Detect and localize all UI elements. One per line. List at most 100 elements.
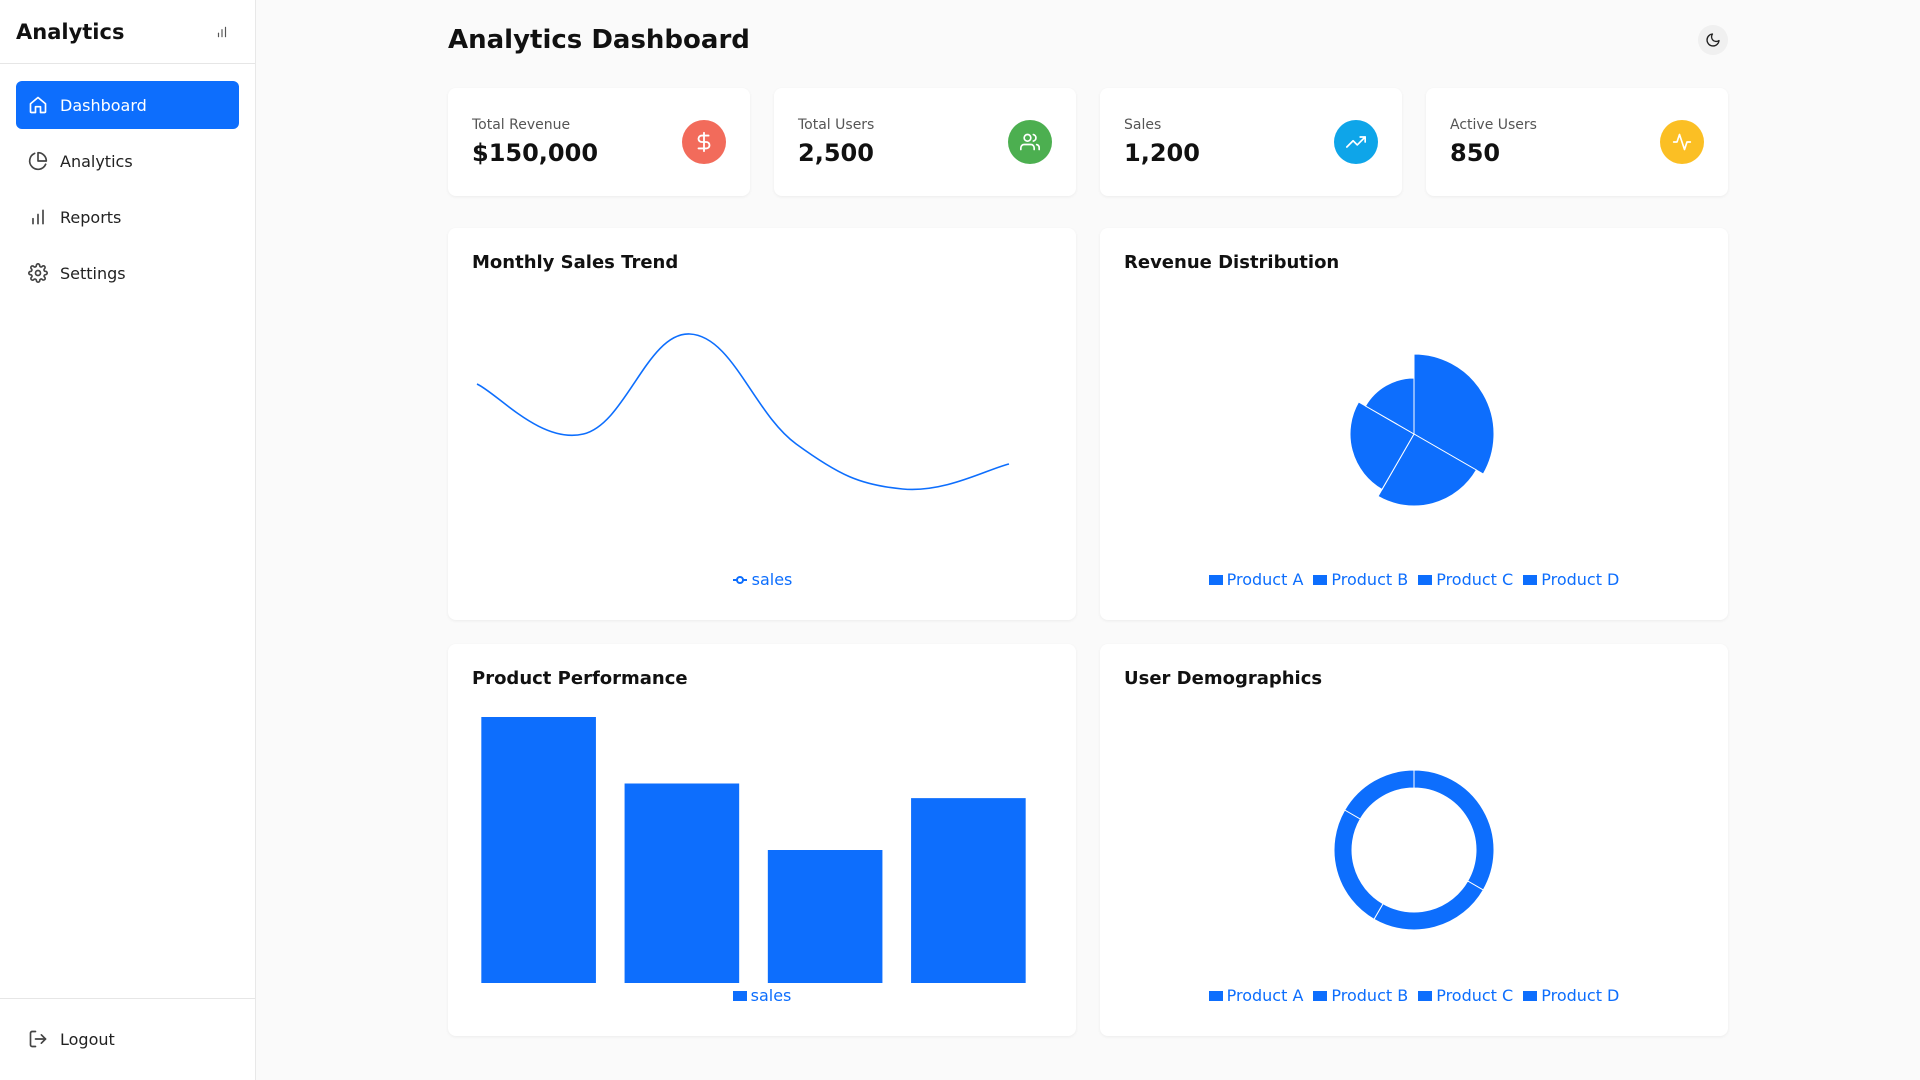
legend-label: Product A (1226, 570, 1304, 589)
stat-value: 1,200 (1124, 139, 1200, 167)
activity-icon (1660, 120, 1704, 164)
legend-label: Product B (1331, 986, 1409, 1005)
legend-label: sales (750, 986, 792, 1005)
legend-label: Product C (1436, 986, 1514, 1005)
gear-icon (28, 263, 48, 283)
legend-swatch (1313, 574, 1328, 585)
theme-toggle-button[interactable] (1698, 25, 1728, 55)
line-legend-icon (732, 575, 747, 584)
stat-card-sales: Sales 1,200 (1100, 88, 1402, 196)
charts-grid: Monthly Sales Trend sales Revenue Distri… (448, 228, 1728, 1036)
slice-product-c (1349, 401, 1415, 491)
legend-item[interactable]: Product A (1208, 570, 1304, 589)
chart-title: Revenue Distribution (1124, 252, 1340, 273)
sidebar-item-label: Dashboard (60, 95, 147, 115)
sidebar-item-dashboard[interactable]: Dashboard (16, 81, 239, 129)
stat-label: Active Users (1450, 117, 1537, 133)
donut-slice-product-d (1344, 769, 1415, 820)
stat-card-total-users: Total Users 2,500 (774, 88, 1076, 196)
legend-swatch (1418, 574, 1433, 585)
stat-card-active-users: Active Users 850 (1426, 88, 1728, 196)
legend-label: Product C (1436, 570, 1514, 589)
legend-label: Product D (1541, 570, 1620, 589)
chart-card-revenue-distribution: Revenue Distribution Product A Product B… (1100, 228, 1728, 620)
sidebar-header: Analytics (0, 0, 255, 64)
chart-title: Monthly Sales Trend (472, 252, 679, 273)
legend-label: Product D (1541, 986, 1620, 1005)
sidebar-item-settings[interactable]: Settings (16, 249, 239, 297)
moon-icon (1706, 33, 1720, 47)
home-icon (28, 95, 48, 115)
logout-label: Logout (60, 1029, 115, 1049)
sidebar-nav: Dashboard Analytics Reports Settings (0, 64, 255, 297)
legend-swatch (1208, 990, 1223, 1001)
sidebar-item-analytics[interactable]: Analytics (16, 137, 239, 185)
legend-item[interactable]: Product B (1313, 986, 1408, 1005)
line-chart (476, 333, 1010, 491)
bar-product-a (481, 717, 596, 983)
bar-chart (481, 717, 1026, 983)
donut-slice-product-a (1413, 769, 1495, 891)
sidebar-item-label: Analytics (60, 151, 133, 171)
sidebar-item-reports[interactable]: Reports (16, 193, 239, 241)
page-title: Analytics Dashboard (448, 25, 750, 55)
legend-item[interactable]: sales (732, 570, 793, 589)
chart-legend: Product A Product B Product C Product D (1100, 986, 1728, 1005)
donut-chart (1333, 769, 1495, 931)
chart-card-product-performance: Product Performance sales (448, 644, 1076, 1036)
legend-swatch (1208, 574, 1223, 585)
legend-swatch (1418, 990, 1433, 1001)
stat-value: 2,500 (798, 139, 874, 167)
logout-icon (28, 1029, 48, 1049)
legend-swatch (732, 990, 747, 1001)
legend-label: Product A (1226, 986, 1304, 1005)
donut-slice-product-c (1333, 809, 1384, 920)
chart-legend: sales (448, 570, 1076, 589)
pie-chart (1349, 353, 1495, 507)
sidebar: Analytics Dashboard Analytics Reports (0, 0, 256, 1080)
chart-title: User Demographics (1124, 668, 1323, 689)
sidebar-item-label: Reports (60, 207, 122, 227)
collapse-sidebar-button[interactable] (213, 23, 231, 41)
pie-chart-icon (28, 151, 48, 171)
legend-swatch (1523, 990, 1538, 1001)
bar-chart-small-icon (217, 26, 227, 37)
legend-item[interactable]: Product A (1208, 986, 1304, 1005)
legend-swatch (1523, 574, 1538, 585)
bar-product-c (767, 850, 883, 983)
chart-card-monthly-sales: Monthly Sales Trend sales (448, 228, 1076, 620)
sales-line (476, 333, 1010, 491)
bar-chart-icon (28, 207, 48, 227)
legend-item[interactable]: Product C (1418, 986, 1513, 1005)
sidebar-footer: Logout (0, 998, 255, 1080)
stat-card-total-revenue: Total Revenue $150,000 (448, 88, 750, 196)
chart-title: Product Performance (472, 668, 688, 689)
main-content: Analytics Dashboard Total Revenue $150,0… (448, 0, 1728, 1080)
stat-value: $150,000 (472, 139, 599, 167)
sidebar-item-label: Settings (60, 263, 126, 283)
legend-item[interactable]: sales (732, 986, 792, 1005)
brand-title: Analytics (16, 19, 125, 44)
chart-legend: sales (448, 986, 1076, 1005)
slice-product-d (1364, 377, 1415, 435)
trending-up-icon (1334, 120, 1378, 164)
bar-product-b (624, 783, 740, 983)
page-header: Analytics Dashboard (448, 0, 1728, 80)
legend-label: Product B (1331, 570, 1409, 589)
stats-row: Total Revenue $150,000 Total Users 2,500… (448, 88, 1728, 196)
legend-item[interactable]: Product D (1523, 986, 1619, 1005)
legend-label: sales (751, 570, 793, 589)
users-icon (1008, 120, 1052, 164)
logout-button[interactable]: Logout (16, 1015, 239, 1063)
dollar-icon (682, 120, 726, 164)
donut-slice-product-b (1373, 880, 1484, 931)
legend-item[interactable]: Product C (1418, 570, 1513, 589)
slice-product-b (1377, 433, 1478, 507)
legend-swatch (1313, 990, 1328, 1001)
legend-item[interactable]: Product D (1523, 570, 1619, 589)
stat-label: Total Users (798, 117, 875, 133)
slice-product-a (1413, 353, 1495, 475)
chart-card-user-demographics: User Demographics Product A Product B Pr… (1100, 644, 1728, 1036)
bar-product-d (911, 798, 1026, 983)
legend-item[interactable]: Product B (1313, 570, 1408, 589)
